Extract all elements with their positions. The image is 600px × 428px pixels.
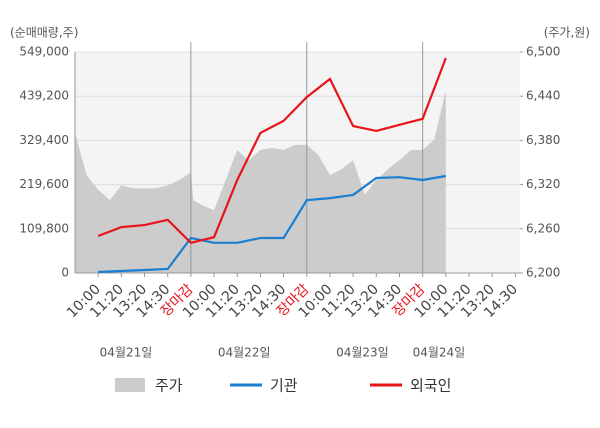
date-label: 04월23일 [336,346,389,360]
y-tick-label: 549,000 [19,45,69,59]
y2-axis-label: (주가,원) [544,26,590,40]
y-tick-label: 219,600 [19,177,69,191]
y-tick-label: 329,400 [19,133,69,147]
y-tick-label: 109,800 [19,221,69,235]
date-label: 04월24일 [413,346,466,360]
y2-tick-label: 6,260 [526,221,560,235]
legend-label: 주가 [155,377,183,395]
y2-tick-label: 6,320 [526,177,560,191]
y2-tick-label: 6,440 [526,89,560,103]
legend-swatch [115,378,145,392]
y-tick-label: 0 [61,266,69,280]
legend-label: 기관 [270,377,298,395]
y-axis-label: (순매매량,주) [10,26,78,40]
series-line [97,57,447,245]
series-line [98,174,447,274]
date-label: 04월22일 [218,346,271,360]
date-label: 04월21일 [100,346,153,360]
y2-tick-label: 6,500 [526,45,560,59]
price-area [75,90,446,273]
y-tick-label: 439,200 [19,89,69,103]
y2-tick-label: 6,380 [526,133,560,147]
y2-tick-label: 6,200 [526,266,560,280]
legend-label: 외국인 [410,377,451,395]
